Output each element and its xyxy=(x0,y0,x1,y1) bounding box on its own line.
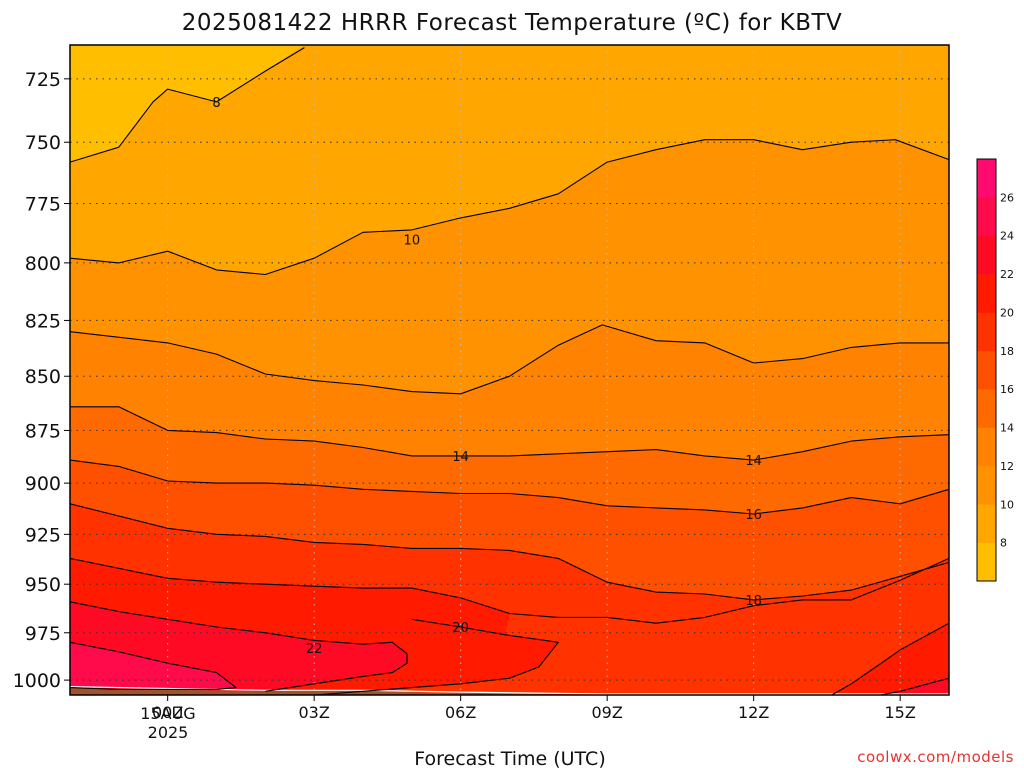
contour-label-14-3: 14 xyxy=(745,454,762,469)
isotherm-20-7 xyxy=(314,618,559,696)
colorbar-tick-label-16: 16 xyxy=(1000,383,1014,396)
temperature-bands xyxy=(69,44,950,696)
x-date-line-2: 2025 xyxy=(148,723,189,742)
plot-frame xyxy=(69,44,950,696)
x-tick-label-09Z: 09Z xyxy=(592,703,623,722)
colorbar: 8 10 12 14 16 18 20 22 24 26 xyxy=(976,158,1014,582)
colorbar-tick-label-14: 14 xyxy=(1000,422,1014,435)
contour-label-8-0: 8 xyxy=(212,96,220,111)
x-date-line-1: 15AUG xyxy=(140,704,195,723)
y-tick-label-850: 850 xyxy=(25,366,61,388)
y-tick-label-725: 725 xyxy=(25,69,61,91)
x-tick-label-15Z: 15Z xyxy=(885,703,916,722)
y-tick-label-925: 925 xyxy=(25,524,61,546)
y-tick-label-1000: 1000 xyxy=(13,670,61,692)
contour-label-16-4: 16 xyxy=(745,508,762,523)
x-axis-ticks: 00Z 03Z 06Z 09Z 12Z 15Z xyxy=(152,695,916,722)
chart-title: 2025081422 HRRR Forecast Temperature (ºC… xyxy=(182,10,843,36)
grid-lines xyxy=(70,45,949,695)
isotherm-24-10 xyxy=(69,641,237,690)
colorbar-swatch-20-22 xyxy=(977,274,996,313)
colorbar-tick-label-8: 8 xyxy=(1000,537,1007,550)
colorbar-tick-label-10: 10 xyxy=(1000,498,1014,511)
isotherm-18-5 xyxy=(69,503,950,601)
colorbar-tick-label-24: 24 xyxy=(1000,230,1014,243)
terrain-surface-line xyxy=(69,686,949,695)
isotherm-12-2 xyxy=(69,324,949,395)
colorbar-swatch-12-14 xyxy=(977,427,996,467)
colorbar-swatch-16-18 xyxy=(977,350,996,390)
y-tick-label-975: 975 xyxy=(25,623,61,645)
colorbar-swatch-18-20 xyxy=(977,312,996,352)
colorbar-tick-label-18: 18 xyxy=(1000,345,1014,358)
y-tick-label-750: 750 xyxy=(25,132,61,154)
isotherm-24-11 xyxy=(880,677,950,696)
colorbar-tick-label-26: 26 xyxy=(1000,191,1014,204)
y-tick-label-875: 875 xyxy=(25,420,61,442)
y-tick-label-800: 800 xyxy=(25,253,61,275)
contour-label-18-5: 18 xyxy=(745,594,762,609)
colorbar-swatch-14-16 xyxy=(977,389,996,428)
colorbar-tick-label-22: 22 xyxy=(1000,268,1014,281)
isotherm-20-6 xyxy=(69,557,950,624)
contour-labels: 8 10 14 14 16 18 20 22 xyxy=(212,96,762,657)
colorbar-swatch-24-26 xyxy=(977,197,996,237)
contour-label-10-1: 10 xyxy=(404,233,421,248)
isotherm-10-1 xyxy=(69,139,950,276)
y-tick-label-825: 825 xyxy=(25,310,61,332)
colorbar-swatch-22-24 xyxy=(977,235,996,275)
colorbar-swatch-26-28 xyxy=(977,159,996,198)
isotherm-16-4 xyxy=(69,459,950,515)
isotherm-22-9 xyxy=(831,622,950,696)
contour-label-14-2: 14 xyxy=(452,450,469,465)
colorbar-tick-label-20: 20 xyxy=(1000,306,1014,319)
colorbar-swatch-8-10 xyxy=(977,504,996,543)
contour-label-22-7: 22 xyxy=(306,642,323,657)
isotherm-contours xyxy=(69,47,950,696)
colorbar-swatch-10-12 xyxy=(977,465,996,505)
terrain-fill xyxy=(70,687,949,695)
isotherm-8-0 xyxy=(69,47,305,163)
isotherm-14-3 xyxy=(70,406,950,461)
x-tick-label-03Z: 03Z xyxy=(299,703,330,722)
x-tick-label-06Z: 06Z xyxy=(445,703,476,722)
y-tick-label-900: 900 xyxy=(25,473,61,495)
x-tick-label-12Z: 12Z xyxy=(738,703,769,722)
colorbar-frame xyxy=(976,158,997,582)
colorbar-swatch-6-8 xyxy=(977,542,996,582)
terrain-layer xyxy=(69,686,949,695)
contour-label-20-6: 20 xyxy=(452,621,469,636)
y-axis-ticks: 725 750 775 800 825 850 875 900 925 950 975 1000 xyxy=(13,69,70,692)
x-tick-label-00Z: 00Z xyxy=(152,703,183,722)
credit-url[interactable]: coolwx.com/models xyxy=(857,748,1014,766)
isotherm-22-8 xyxy=(69,601,408,692)
y-tick-label-775: 775 xyxy=(25,194,61,216)
colorbar-tick-label-12: 12 xyxy=(1000,460,1014,473)
y-tick-label-950: 950 xyxy=(25,574,61,596)
x-axis-label: Forecast Time (UTC) xyxy=(414,748,605,768)
